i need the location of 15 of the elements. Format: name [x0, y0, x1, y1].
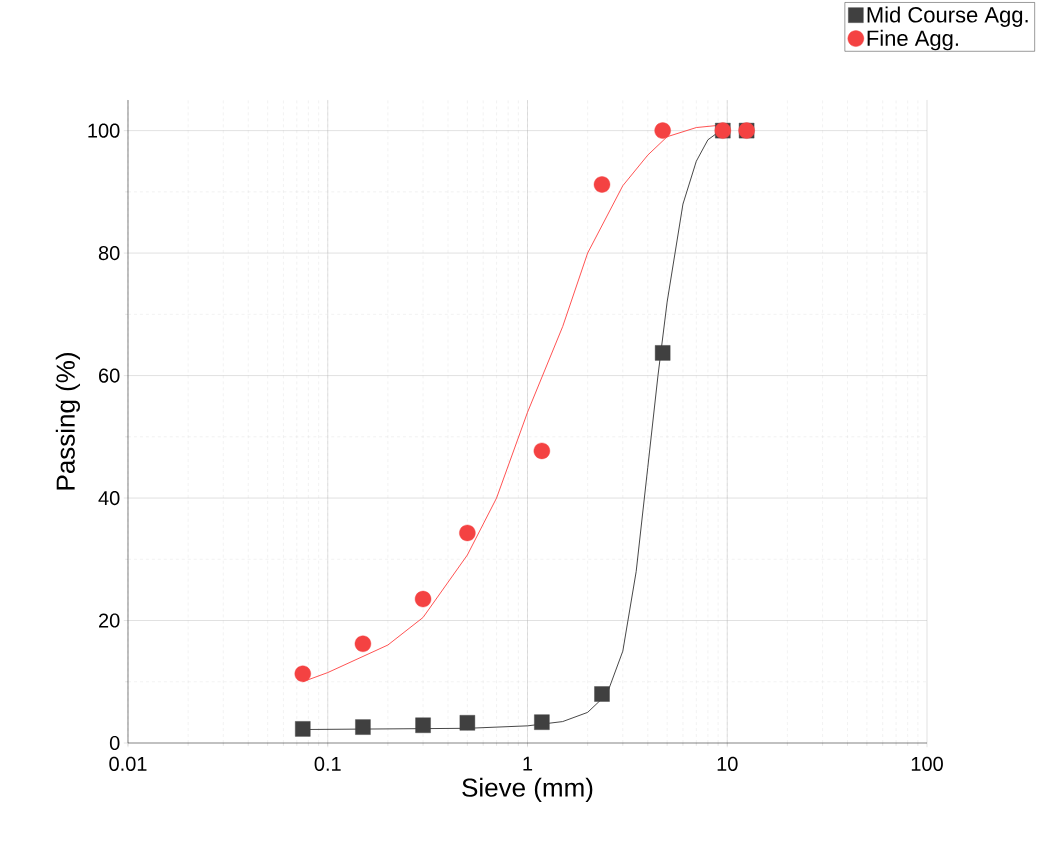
x-tick-label: 0.01	[109, 756, 147, 771]
y-axis-title: Passing (%)	[55, 353, 81, 490]
y-tick-label: 60	[99, 368, 120, 383]
y-tick-label: 0	[109, 735, 120, 751]
y-tick-label: 80	[98, 246, 120, 261]
x-tick-label: 0.1	[314, 756, 341, 771]
legend-label: Fine Agg.	[867, 29, 958, 51]
x-axis-title: Sieve (mm)	[462, 777, 593, 802]
x-tick-label: 1	[523, 756, 533, 771]
y-tick-label: 20	[99, 613, 120, 628]
x-tick-label: 100	[911, 756, 943, 771]
y-tick-label: 40	[98, 490, 120, 506]
x-tick-label: 10	[717, 756, 738, 771]
y-tick-label: 100	[88, 123, 120, 138]
legend-label: Mid Course Agg.	[867, 6, 1028, 27]
